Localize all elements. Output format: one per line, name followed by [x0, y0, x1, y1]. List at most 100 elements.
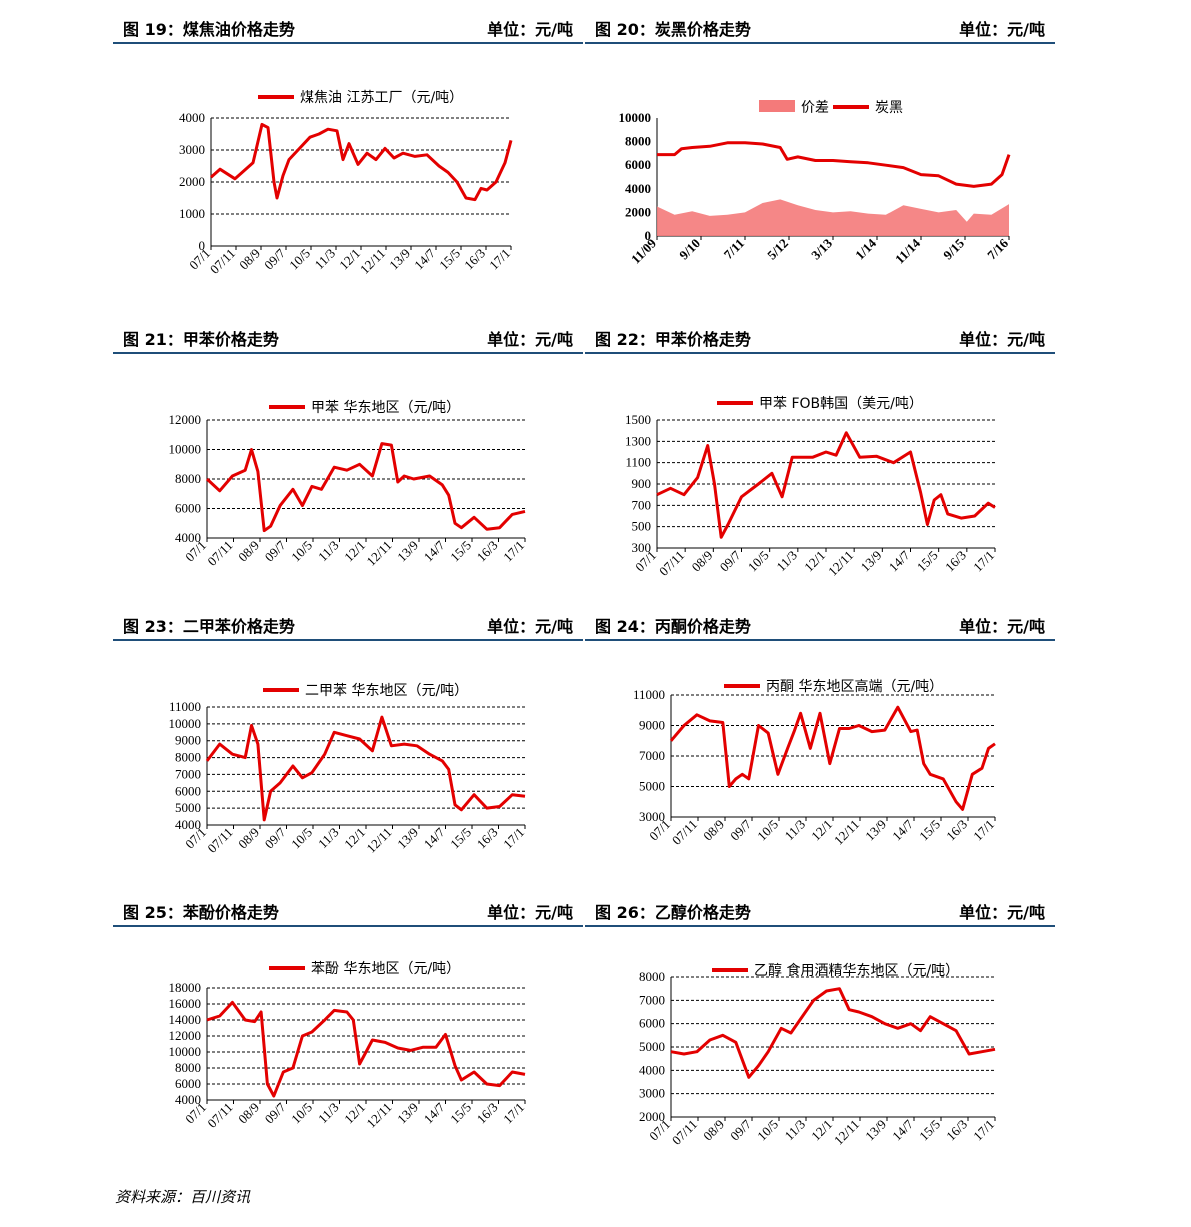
x-tick-label: 07/11 — [669, 1117, 700, 1148]
series-line-0 — [670, 987, 996, 1079]
y-tick-label: 8000 — [175, 471, 201, 486]
y-tick-label: 4000 — [179, 110, 205, 125]
y-tick-label: 1300 — [625, 433, 651, 448]
x-tick-label: 16/3 — [474, 1100, 501, 1127]
x-tick-label: 17/1 — [486, 246, 513, 273]
x-tick-label: 15/5 — [447, 825, 474, 852]
y-tick-label: 8000 — [625, 134, 651, 149]
x-tick-label: 12/11 — [831, 1117, 862, 1148]
y-tick-label: 14000 — [169, 1012, 202, 1027]
chart-panel-c23: 图 23：二甲苯价格走势 单位：元/吨 4000 5000 6000 7000 8000 90… — [113, 607, 583, 892]
x-tick-label: 16/3 — [474, 825, 501, 852]
x-tick-label: 12/11 — [363, 825, 394, 856]
chart-title: 图 24：丙酮价格走势 — [595, 617, 751, 636]
y-tick-label: 300 — [632, 540, 652, 555]
legend-label: 价差 — [801, 100, 829, 116]
y-tick-label: 11000 — [169, 699, 201, 714]
x-tick-label: 17/1 — [970, 548, 997, 575]
legend-label: 炭黑 — [875, 100, 903, 116]
x-tick-label: 13/9 — [394, 825, 421, 852]
y-tick-label: 16000 — [169, 996, 202, 1011]
y-tick-label: 1500 — [625, 412, 651, 427]
x-tick-label: 07/11 — [204, 1100, 235, 1131]
y-tick-label: 7000 — [639, 992, 665, 1007]
chart-panel-c21: 图 21：甲苯价格走势 单位：元/吨 4000 6000 8000 10000 12000 0… — [113, 320, 583, 605]
y-tick-label: 2000 — [179, 174, 205, 189]
x-tick-label: 17/1 — [970, 1117, 997, 1144]
chart-panel-c24: 图 24：丙酮价格走势 单位：元/吨 3000 5000 7000 9000 11000 07… — [585, 607, 1055, 892]
legend-label: 苯酚 华东地区（元/吨） — [311, 960, 460, 977]
x-tick-label: 11/3 — [782, 1117, 809, 1144]
y-tick-label: 12000 — [169, 412, 202, 427]
y-tick-label: 4000 — [625, 181, 651, 196]
x-tick-label: 14/7 — [421, 824, 448, 851]
chart-unit: 单位：元/吨 — [959, 903, 1045, 922]
y-tick-label: 8000 — [639, 969, 665, 984]
x-tick-label: 12/11 — [363, 538, 394, 569]
series-line-0 — [656, 431, 996, 539]
x-tick-label: 15/5 — [447, 1100, 474, 1127]
y-tick-label: 7000 — [175, 766, 201, 781]
y-tick-label: 3000 — [639, 1086, 665, 1101]
x-tick-label: 17/1 — [500, 825, 527, 852]
chart-panel-c19: 图 19：煤焦油价格走势 单位：元/吨 0 1000 2000 3000 4000 07/1 0… — [113, 10, 583, 295]
series-area-0 — [657, 199, 1009, 236]
chart-header: 图 24：丙酮价格走势 单位：元/吨 — [585, 607, 1055, 641]
y-tick-label: 6000 — [175, 783, 201, 798]
x-tick-label: 16/3 — [943, 1117, 970, 1144]
x-tick-label: 17/1 — [970, 817, 997, 844]
x-tick-label: 12/1 — [341, 825, 368, 852]
x-tick-label: 07/11 — [669, 817, 700, 848]
x-tick-label: 09/7 — [727, 1116, 754, 1143]
x-tick-label: 10/5 — [754, 1117, 781, 1144]
legend-label: 甲苯 华东地区（元/吨） — [311, 399, 460, 416]
y-tick-label: 9000 — [175, 733, 201, 748]
x-tick-label: 12/1 — [801, 548, 828, 575]
x-tick-label: 9/15 — [940, 235, 967, 262]
y-tick-label: 10000 — [169, 1044, 202, 1059]
x-tick-label: 11/3 — [782, 817, 809, 844]
chart-panel-c25: 图 25：苯酚价格走势 单位：元/吨 4000 6000 8000 10000 12000 1… — [113, 893, 583, 1178]
x-tick-label: 14/7 — [421, 537, 448, 564]
x-tick-label: 5/12 — [764, 236, 791, 263]
x-tick-label: 07/11 — [204, 825, 235, 856]
legend-label: 丙酮 华东地区高端（元/吨） — [766, 678, 943, 695]
y-tick-label: 4000 — [175, 817, 201, 832]
x-tick-label: 09/7 — [262, 1099, 289, 1126]
x-tick-label: 08/9 — [688, 548, 715, 575]
x-tick-label: 17/1 — [500, 538, 527, 565]
chart-unit: 单位：元/吨 — [959, 330, 1045, 349]
x-tick-label: 15/5 — [447, 538, 474, 565]
chart-title: 图 21：甲苯价格走势 — [123, 330, 279, 349]
chart-header: 图 20：炭黑价格走势 单位：元/吨 — [585, 10, 1055, 44]
x-tick-label: 12/11 — [357, 246, 388, 277]
y-tick-label: 3000 — [179, 142, 205, 157]
legend-swatch — [759, 100, 795, 112]
series-line-0 — [206, 1000, 526, 1098]
series-line-1 — [657, 141, 1011, 188]
x-tick-label: 08/9 — [235, 538, 262, 565]
chart-header: 图 26：乙醇价格走势 单位：元/吨 — [585, 893, 1055, 927]
chart-header: 图 25：苯酚价格走势 单位：元/吨 — [113, 893, 583, 927]
y-tick-label: 6000 — [175, 1076, 201, 1091]
x-tick-label: 13/9 — [386, 246, 413, 273]
chart-panel-c20: 图 20：炭黑价格走势 单位：元/吨 0 2000 4000 6000 8000 10000 1… — [585, 10, 1055, 295]
x-tick-label: 11/14 — [892, 235, 923, 266]
y-tick-label: 18000 — [169, 980, 202, 995]
x-tick-label: 11/3 — [315, 538, 342, 565]
x-tick-label: 09/7 — [727, 816, 754, 843]
y-tick-label: 0 — [645, 228, 652, 243]
x-tick-label: 12/11 — [363, 1100, 394, 1131]
x-tick-label: 9/10 — [676, 236, 703, 263]
x-tick-label: 15/5 — [914, 548, 941, 575]
y-tick-label: 2000 — [625, 204, 651, 219]
x-tick-label: 15/5 — [916, 1117, 943, 1144]
chart-title: 图 20：炭黑价格走势 — [595, 20, 751, 39]
chart-unit: 单位：元/吨 — [487, 903, 573, 922]
x-tick-label: 10/5 — [288, 1100, 315, 1127]
y-tick-label: 700 — [632, 497, 652, 512]
x-tick-label: 08/9 — [700, 817, 727, 844]
x-tick-label: 10/5 — [745, 548, 772, 575]
legend-label: 煤焦油 江苏工厂（元/吨） — [300, 90, 463, 106]
